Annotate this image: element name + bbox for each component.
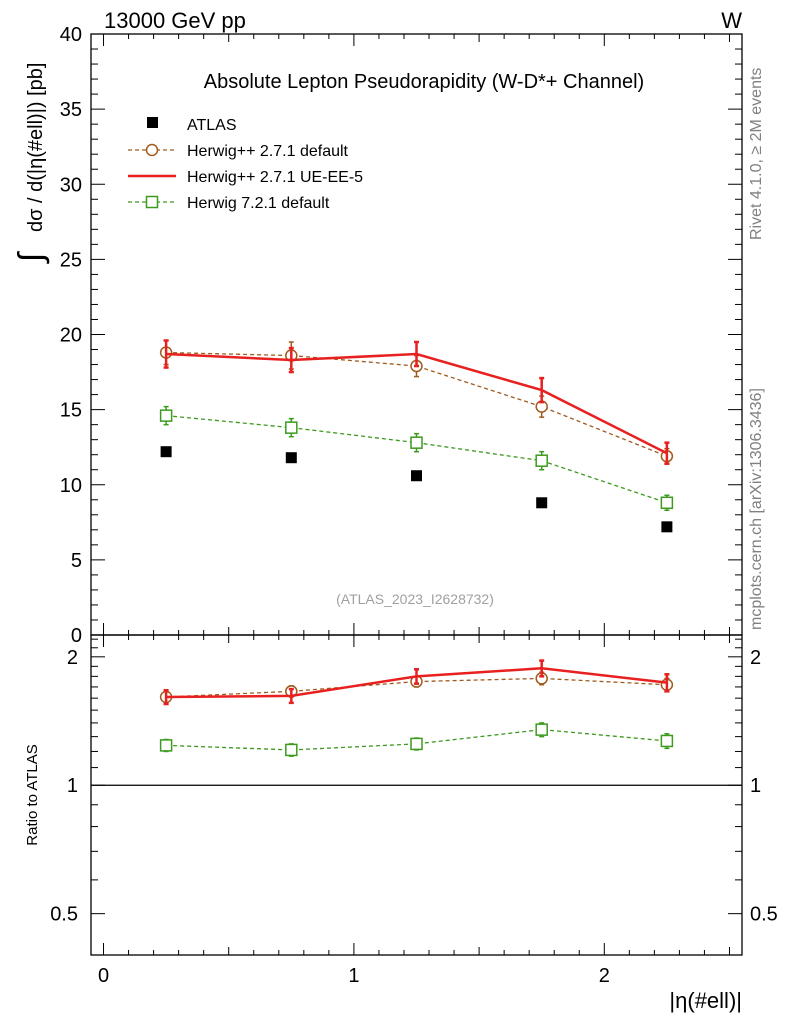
ratio-tick-label-right: 2	[750, 647, 761, 669]
main-point-marker	[535, 454, 548, 467]
process-label: W	[721, 8, 742, 33]
legend-herwig7-marker	[145, 195, 159, 209]
ratio-axis-label: Ratio to ATLAS	[24, 744, 41, 845]
y-tick-label: 35	[60, 99, 82, 121]
y-tick-label: 0	[71, 625, 82, 647]
chart-title: Absolute Lepton Pseudorapidity (W-D*+ Ch…	[204, 71, 644, 93]
atlas-data-point	[160, 446, 172, 458]
legend: ATLAS Herwig++ 2.7.1 default Herwig++ 2.…	[128, 117, 363, 212]
main-point-marker	[410, 436, 423, 449]
ratio-point-marker	[285, 743, 298, 757]
ratio-point-marker	[535, 723, 548, 736]
main-series-line-2	[166, 414, 668, 504]
rivet-label: Rivet 4.1.0, ≥ 2M events	[748, 68, 765, 240]
source-label: mcplots.cern.ch [arXiv:1306.3436]	[748, 388, 765, 630]
atlas-data-point	[536, 497, 548, 509]
ratio-point-marker	[660, 734, 674, 748]
ratio-tick-label-right: 1	[750, 775, 761, 797]
x-axis-label: |η(#ell)|	[669, 988, 742, 1013]
legend-herwig7-label: Herwig 7.2.1 default	[187, 195, 330, 212]
y-tick-label: 10	[60, 475, 82, 497]
atlas-data-point	[411, 470, 422, 482]
energy-label: 13000 GeV pp	[104, 8, 246, 33]
ratio-tick-label-left: 1	[67, 775, 78, 797]
y-tick-label: 20	[60, 325, 82, 347]
ratio-tick-label-right: 0.5	[750, 904, 778, 926]
y-tick-label: 30	[60, 174, 82, 196]
y-axis-label: dσ / d(|η(#ell)|) [pb]	[25, 63, 47, 232]
legend-herwig-default-label: Herwig++ 2.7.1 default	[187, 143, 349, 160]
y-tick-label: 15	[60, 400, 82, 422]
ratio-point-marker	[159, 739, 173, 752]
y-tick-label: 40	[60, 24, 82, 46]
legend-atlas-label: ATLAS	[187, 117, 237, 134]
x-tick-label: 2	[599, 965, 610, 987]
main-series-line-0	[166, 351, 668, 457]
x-tick-label: 0	[98, 965, 109, 987]
main-point-marker	[159, 409, 173, 422]
ratio-point-marker	[410, 737, 423, 751]
ratio-tick-label-left: 0.5	[50, 904, 78, 926]
legend-atlas-marker	[147, 117, 158, 128]
main-point-marker	[285, 421, 298, 434]
atlas-data-point	[661, 521, 673, 533]
legend-herwig-ueee5-label: Herwig++ 2.7.1 UE-EE-5	[187, 169, 363, 186]
x-tick-label: 1	[348, 965, 359, 987]
atlas-data-point	[285, 452, 297, 464]
chart-marks	[159, 339, 674, 757]
y-tick-label: 5	[71, 550, 82, 572]
main-point-marker	[660, 496, 674, 510]
y-axis-integral-sign: ∫	[12, 251, 50, 264]
legend-herwig-default-marker	[145, 143, 159, 157]
y-tick-label: 25	[60, 249, 82, 271]
analysis-tag: (ATLAS_2023_I2628732)	[336, 591, 494, 607]
ratio-plot-frame	[90, 634, 743, 956]
ratio-tick-label-left: 2	[67, 647, 78, 669]
